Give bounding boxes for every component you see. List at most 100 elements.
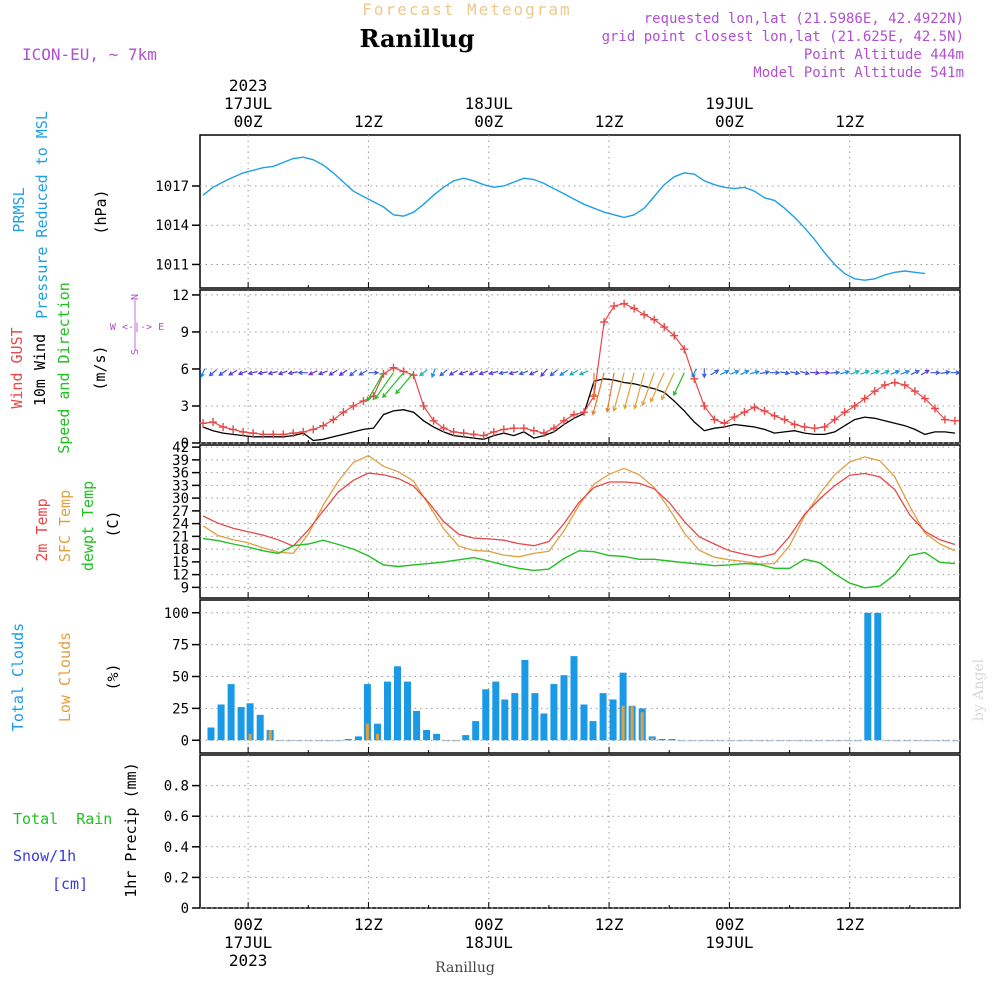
top-time-label: 2023 [229,76,268,95]
wind-direction-arrow [569,369,579,376]
requested-coords: requested lon,lat (21.5986E, 42.4922N) [644,11,964,27]
clouds-ytick-label: 75 [172,638,189,654]
gust-marker [680,345,689,354]
gust-marker [479,431,488,440]
precip-unit: 1hr Precip (mm) [122,762,140,897]
gust-marker [910,387,919,396]
temp-2m-label: 2m Temp [33,498,51,561]
gust-marker [439,424,448,433]
model-altitude: Model Point Altitude 541m [753,65,964,81]
gust-marker [329,415,338,424]
wind-ytick-label: 12 [172,288,189,304]
total-cloud-bar [501,699,509,741]
wind-direction-arrow [789,370,801,376]
wind-gust-line [202,302,956,437]
total-cloud-bar [256,714,264,741]
gust-marker [710,415,719,424]
total-cloud-bar [207,727,215,741]
wind-direction-arrow [641,372,655,407]
gust-marker [830,415,839,424]
bottom-time-label: 17JUL [224,933,272,952]
wind-direction-arrow [591,372,605,416]
total-cloud-bar [668,739,676,741]
total-cloud-bar [609,699,617,741]
gust-marker [409,371,418,380]
total-cloud-bar [864,612,872,741]
wind-direction-arrow [800,370,811,376]
gust-marker [850,401,859,410]
pressure-ytick-label: 1011 [155,257,189,273]
gust-marker [580,408,589,417]
wind-direction-arrow [701,368,707,379]
gust-marker [499,425,508,434]
gust-marker [860,394,869,403]
clouds-ytick-label: 50 [172,670,189,686]
clouds-unit: (%) [104,663,122,690]
gust-marker [620,299,629,308]
gust-marker [660,323,669,332]
gust-marker [790,420,799,429]
gust-marker [780,415,789,424]
gust-marker [610,302,619,311]
wind-gust-label: Wind GUST [8,327,26,408]
wind-direction-arrow [478,370,489,376]
gust-marker [670,331,679,340]
wind-direction-arrow [860,369,871,375]
top-time-label: 18JUL [465,94,513,113]
total-cloud-bar [521,659,529,741]
wind-direction-arrow [498,370,509,376]
wind-direction-arrow [419,369,428,377]
temp-dew-label: dewpt Temp [79,481,97,571]
wind-ytick-label: 9 [181,325,189,341]
wind-direction-arrow [267,370,278,376]
gust-marker [740,408,749,417]
total-cloud-bar [472,721,480,741]
gust-marker [199,419,208,428]
gust-marker [399,367,408,376]
gust-marker [770,411,779,420]
low-cloud-bar [248,733,252,741]
gust-marker [369,392,378,401]
low-cloud-bar [650,737,654,741]
bottom-time-label: 2023 [229,951,268,970]
wind-direction-arrow [508,370,519,376]
gust-marker [600,318,609,327]
precip-ytick-label: 0 [181,901,189,917]
wind-direction-arrow [605,372,615,413]
wind-direction-arrow [920,369,930,376]
wind-direction-arrow [468,370,479,376]
wind-direction-arrow [208,369,217,377]
gust-marker [640,310,649,319]
wind-unit: (m/s) [91,345,109,390]
location-title: Ranillug [360,25,475,54]
wind-direction-arrow [349,369,358,377]
gust-marker [549,424,558,433]
bottom-time-label: 12Z [835,915,864,934]
wind-speed-line [202,378,956,442]
wind-direction-arrow [297,370,308,376]
wind-direction-arrow [458,370,469,376]
clouds-low-label: Low Clouds [56,632,74,722]
wind-direction-arrow [749,370,761,375]
temp-ytick-label: 42 [172,440,189,456]
clouds-ytick-label: 100 [164,606,189,622]
gust-marker [489,427,498,436]
wind-frame [199,289,961,444]
wind-direction-arrow [840,370,851,375]
pressure-ytick-label: 1014 [155,218,189,234]
gust-marker [870,387,879,396]
gust-marker [449,427,458,436]
gust-marker [820,422,829,431]
wind-direction-arrow [200,368,206,378]
wind-direction-arrow [247,370,258,376]
total-cloud-bar [511,693,519,741]
gust-marker [229,425,238,434]
total-cloud-bar [599,693,607,741]
sfc-temp-line [202,454,956,565]
wind-direction-arrow [900,369,911,375]
temp-ytick-label: 21 [172,529,189,545]
gust-marker [419,401,428,410]
gust-marker [760,406,769,415]
